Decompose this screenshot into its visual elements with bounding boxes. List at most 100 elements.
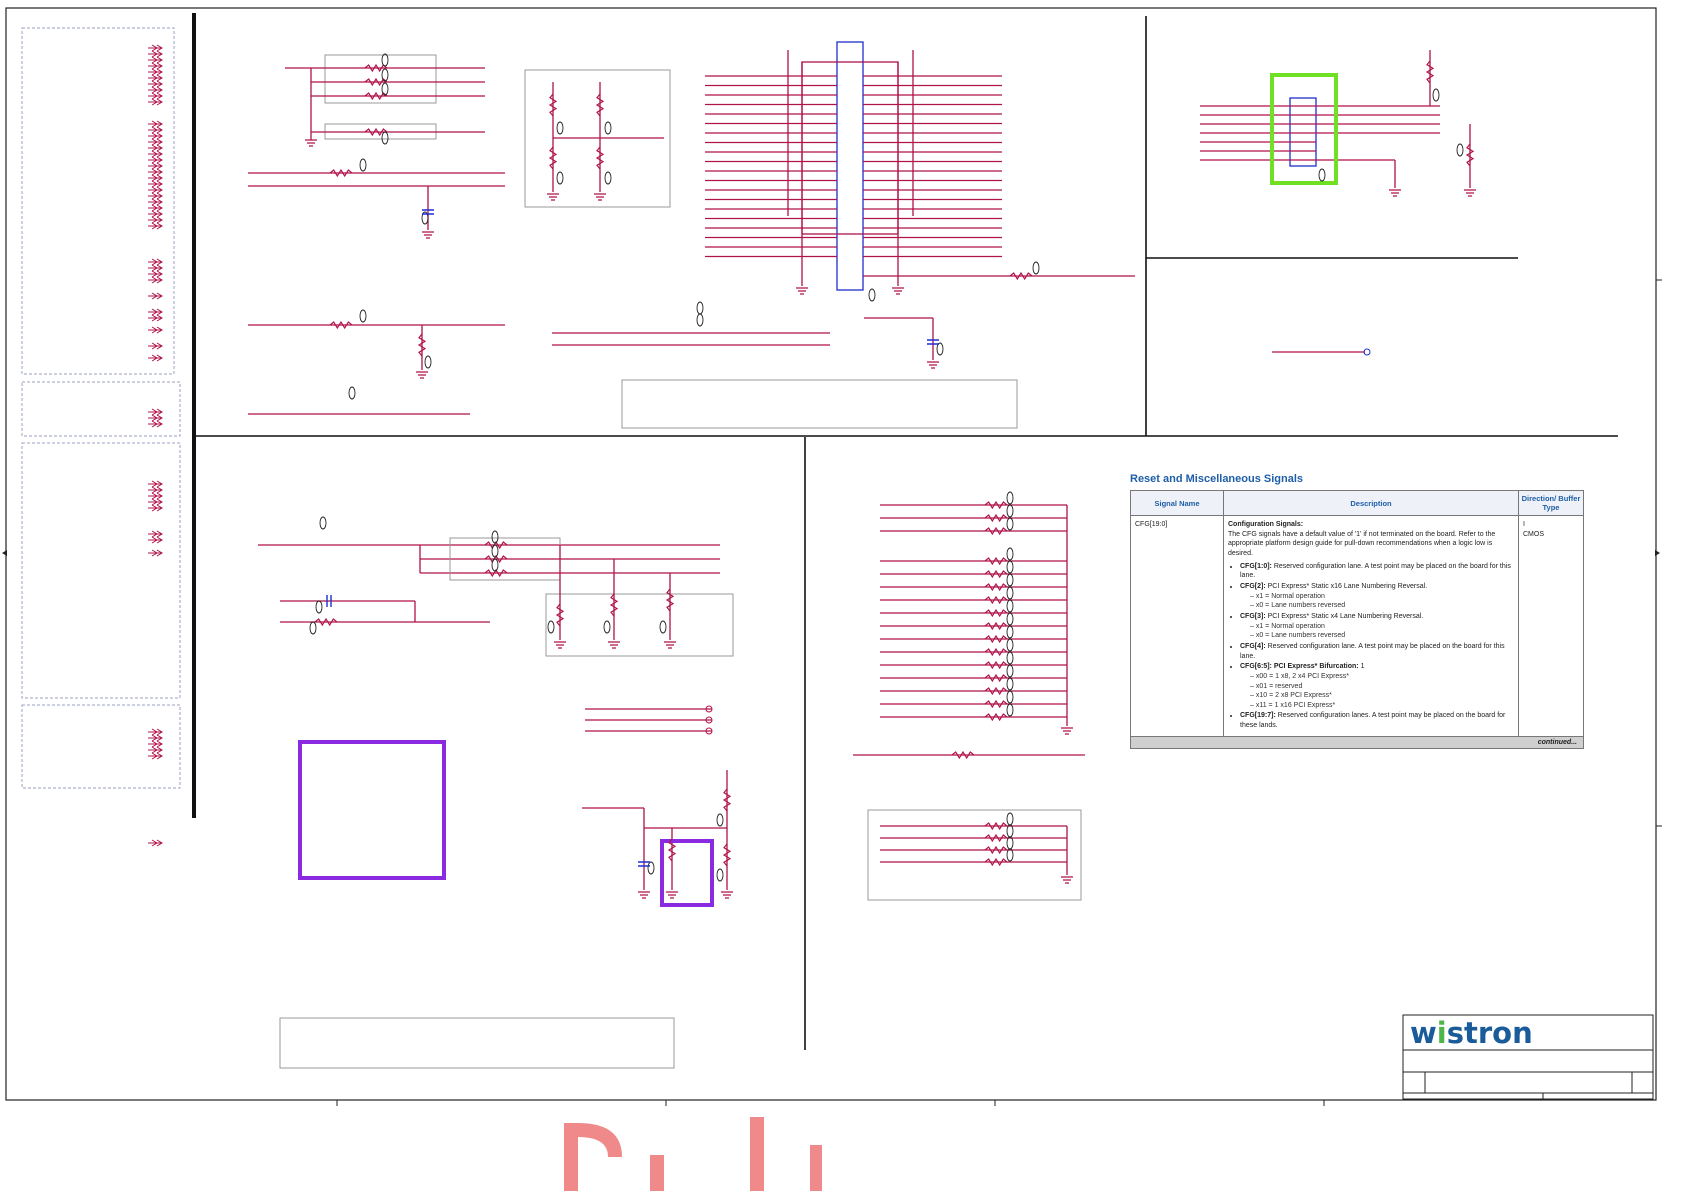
offpage-arrow bbox=[148, 210, 163, 218]
main-connector bbox=[787, 41, 914, 291]
buffer-type-value: CMOS bbox=[1523, 530, 1544, 538]
part-tag bbox=[603, 620, 611, 634]
reset-misc-signals-table: Reset and Miscellaneous Signals Signal N… bbox=[1130, 473, 1584, 750]
ground-symbol bbox=[1061, 876, 1073, 884]
offpage-arrow bbox=[148, 156, 163, 164]
resistor bbox=[1009, 271, 1033, 281]
part-tag bbox=[491, 530, 499, 544]
part-tag bbox=[1432, 88, 1440, 102]
resistor bbox=[984, 857, 1008, 867]
part-tag bbox=[1006, 560, 1014, 574]
resistor bbox=[484, 568, 508, 578]
part-tag bbox=[1006, 664, 1014, 678]
part-tag bbox=[381, 68, 389, 82]
offpage-arrow bbox=[148, 498, 163, 506]
resistor bbox=[1425, 60, 1435, 84]
config-sub-item: – x1 = Normal operation bbox=[1250, 622, 1325, 630]
part-tag bbox=[491, 558, 499, 572]
offpage-arrow bbox=[148, 492, 163, 500]
offpage-arrow bbox=[148, 162, 163, 170]
ground-symbol bbox=[416, 371, 428, 379]
offpage-arrow bbox=[148, 56, 163, 64]
capacitor bbox=[927, 339, 939, 345]
offpage-arrow bbox=[148, 752, 163, 760]
offpage-arrow bbox=[148, 68, 163, 76]
part-tag bbox=[1032, 261, 1040, 275]
config-sub-item: – x1 = Normal operation bbox=[1250, 592, 1325, 600]
offpage-arrow bbox=[148, 98, 163, 106]
offpage-arrow bbox=[148, 326, 163, 334]
highlight-purple-small bbox=[660, 839, 714, 907]
ground-symbol bbox=[638, 891, 650, 899]
part-tag bbox=[309, 621, 317, 635]
offpage-arrow bbox=[148, 420, 163, 428]
part-tag bbox=[1006, 677, 1014, 691]
resistor bbox=[609, 593, 619, 617]
ground-symbol bbox=[1389, 189, 1401, 197]
upper-left-circuit bbox=[248, 54, 505, 415]
part-tag bbox=[1006, 836, 1014, 850]
resistor bbox=[984, 833, 1008, 843]
pullup-network bbox=[524, 69, 671, 208]
part-tag bbox=[1456, 143, 1464, 157]
config-sub-item: – x0 = Lane numbers reversed bbox=[1250, 632, 1346, 640]
part-tag bbox=[1006, 491, 1014, 505]
config-bullet: CFG[19:7]: Reserved configuration lanes.… bbox=[1240, 711, 1514, 730]
offpage-arrow bbox=[148, 354, 163, 362]
resistor bbox=[984, 821, 1008, 831]
description-heading: Configuration Signals: bbox=[1228, 521, 1304, 528]
offpage-arrow bbox=[148, 180, 163, 188]
part-tag bbox=[1006, 824, 1014, 838]
config-sub-item: – x0 = Lane numbers reversed bbox=[1250, 602, 1346, 610]
resistor bbox=[984, 500, 1008, 510]
resistor bbox=[548, 93, 558, 117]
part-tag bbox=[381, 53, 389, 67]
part-tag bbox=[1006, 703, 1014, 717]
offpage-arrow bbox=[148, 342, 163, 350]
part-tag bbox=[1006, 612, 1014, 626]
part-tag bbox=[604, 171, 612, 185]
part-tag bbox=[381, 82, 389, 96]
part-tag bbox=[1006, 848, 1014, 862]
offpage-connector-panels bbox=[21, 27, 181, 789]
highlight-green-box bbox=[1270, 73, 1338, 185]
offpage-arrow bbox=[148, 292, 163, 300]
resistor bbox=[484, 540, 508, 550]
part-tag bbox=[647, 861, 655, 875]
resistor bbox=[667, 838, 677, 862]
resistor bbox=[984, 845, 1008, 855]
resistor bbox=[364, 127, 388, 137]
offpage-arrow bbox=[148, 216, 163, 224]
offpage-arrow bbox=[148, 186, 163, 194]
ground-symbol bbox=[892, 287, 904, 295]
ground-symbol bbox=[305, 139, 317, 147]
watermark bbox=[564, 1117, 822, 1191]
part-tag bbox=[348, 386, 356, 400]
offpage-arrow bbox=[148, 530, 163, 538]
part-tag bbox=[1006, 504, 1014, 518]
offpage-arrow bbox=[148, 276, 163, 284]
resistor bbox=[314, 617, 338, 627]
part-tag bbox=[359, 158, 367, 172]
offpage-arrow bbox=[148, 408, 163, 416]
offpage-arrow bbox=[148, 74, 163, 82]
offpage-arrow bbox=[148, 150, 163, 158]
part-tag bbox=[491, 544, 499, 558]
part-tag bbox=[556, 121, 564, 135]
resistor bbox=[984, 621, 1008, 631]
resistor bbox=[984, 660, 1008, 670]
offpage-arrow bbox=[148, 258, 163, 266]
offpage-arrow bbox=[148, 144, 163, 152]
resistor bbox=[951, 750, 975, 760]
offpage-arrow bbox=[148, 746, 163, 754]
part-tag bbox=[936, 342, 944, 356]
offpage-arrow bbox=[148, 504, 163, 512]
offpage-arrow bbox=[148, 174, 163, 182]
offpage-arrow bbox=[148, 728, 163, 736]
title-block bbox=[1402, 1014, 1654, 1100]
config-sub-item: – x00 = 1 x8, 2 x4 PCI Express* bbox=[1250, 672, 1350, 680]
part-tag bbox=[424, 355, 432, 369]
resistor bbox=[984, 699, 1008, 709]
resistor bbox=[417, 333, 427, 357]
